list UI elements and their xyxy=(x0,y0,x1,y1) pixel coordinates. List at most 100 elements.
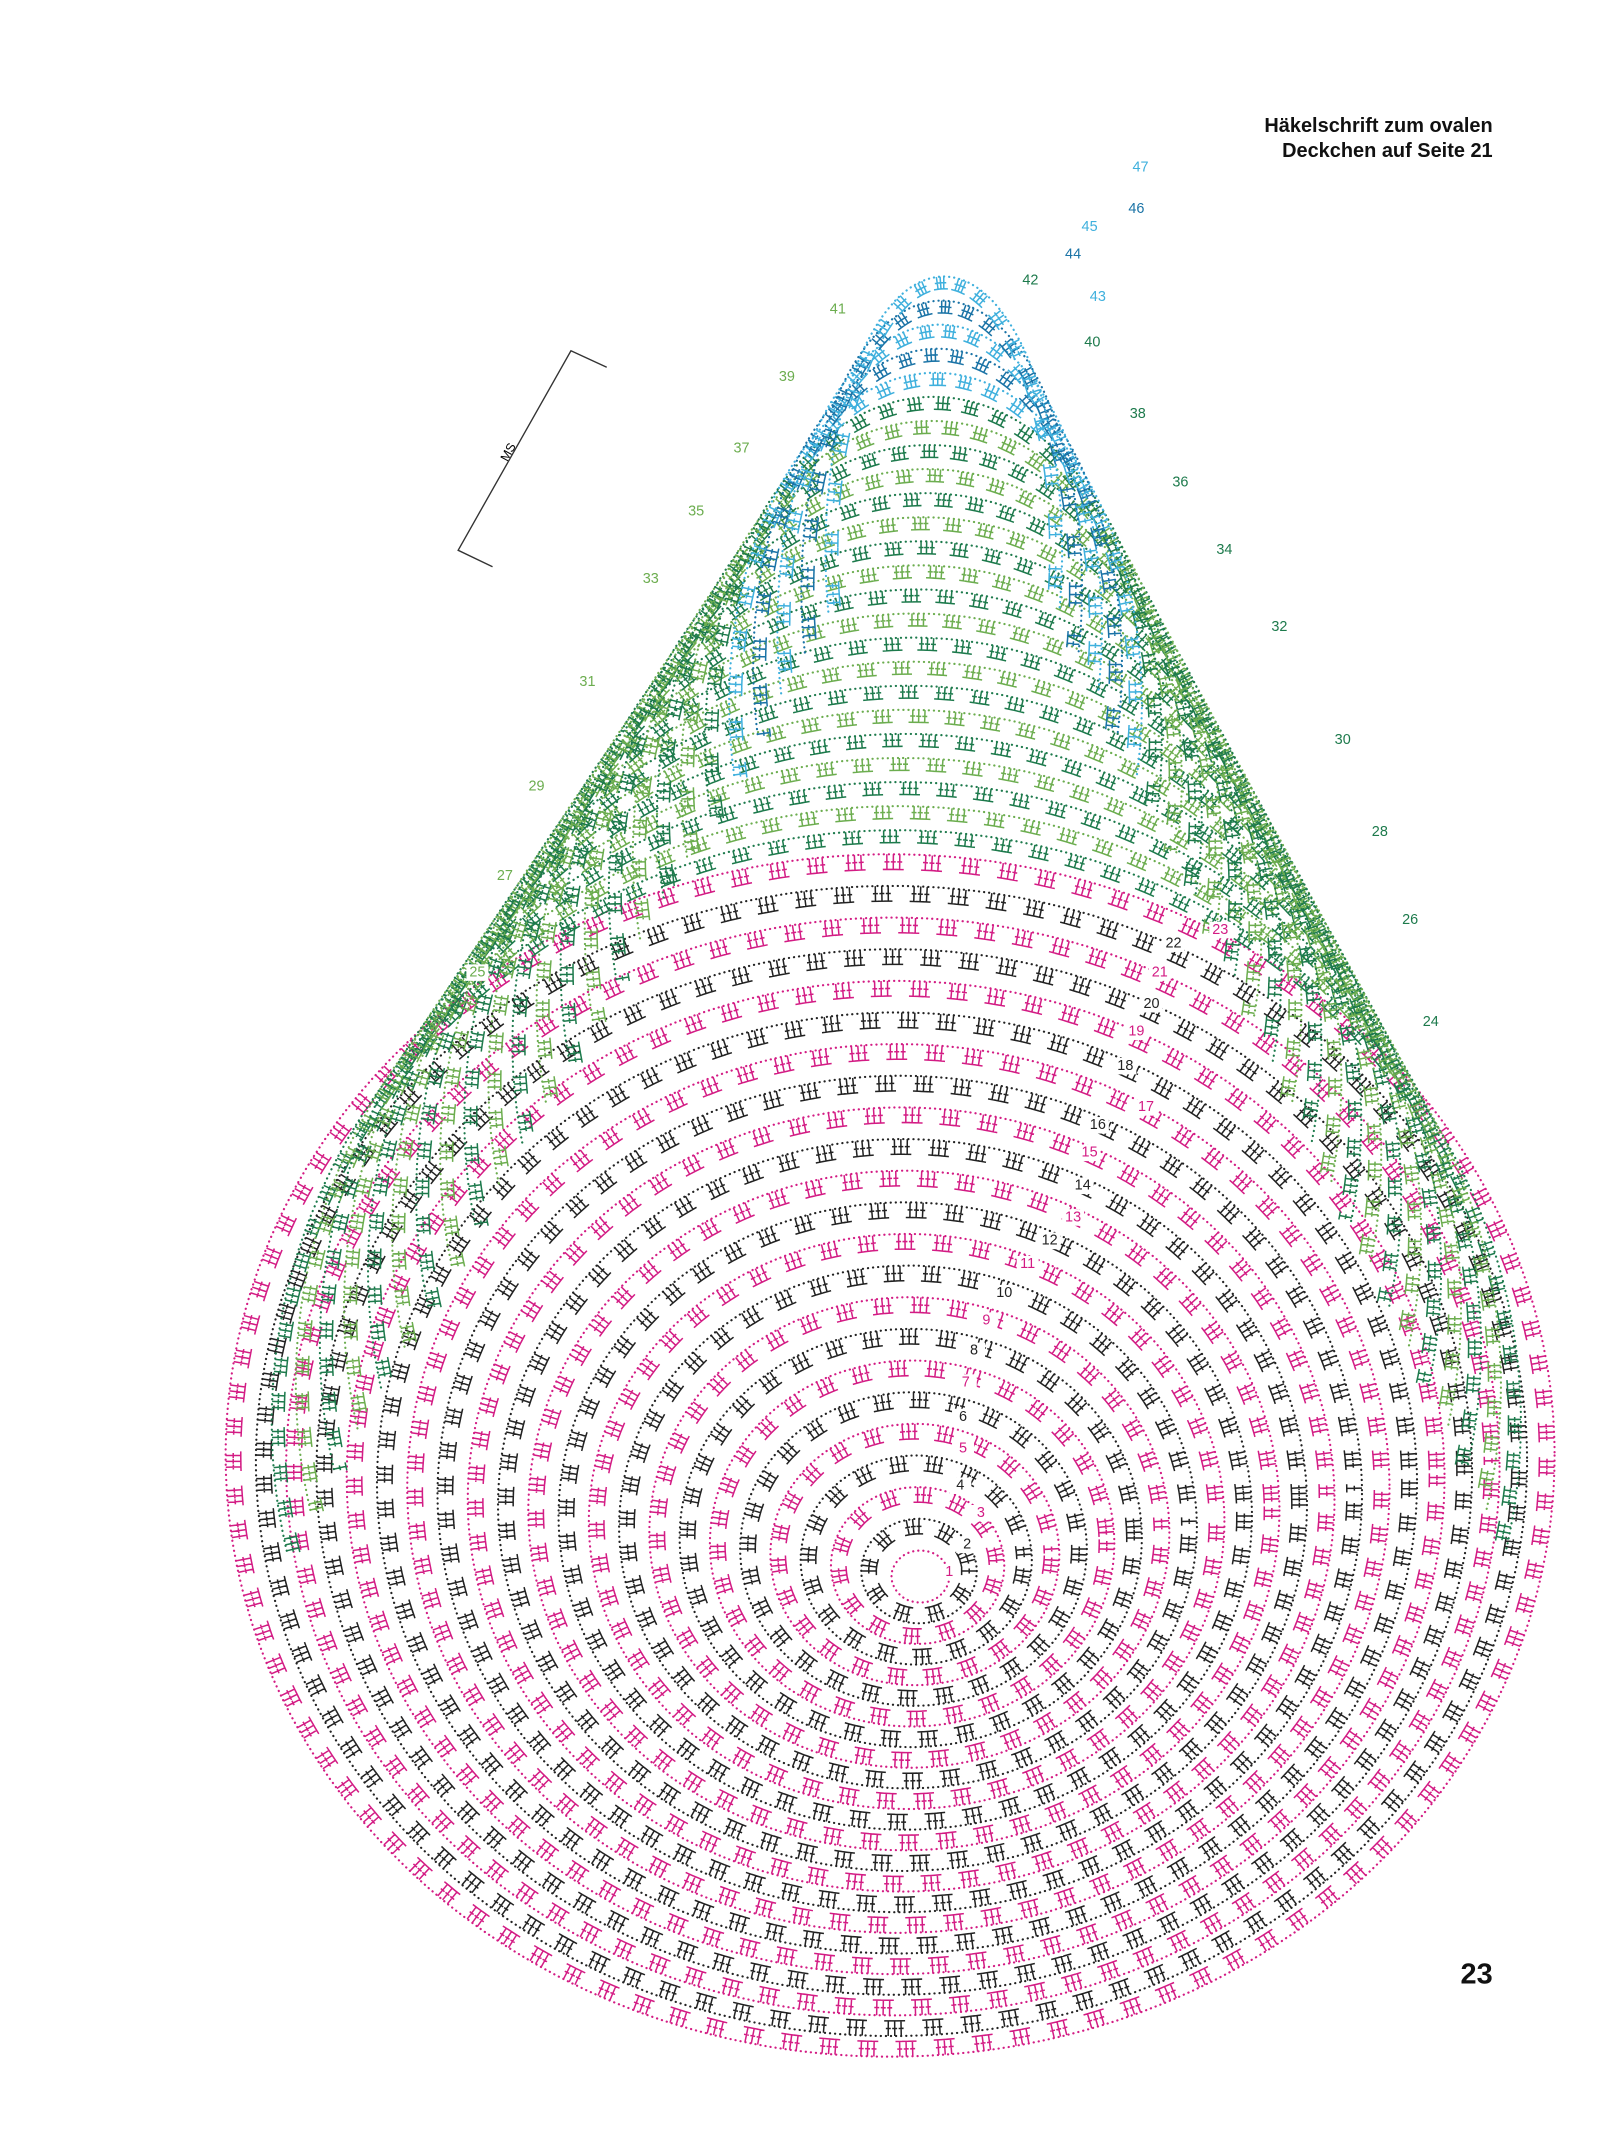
chain-round xyxy=(527,1169,1281,1852)
label-backdrop xyxy=(949,1477,972,1494)
chain-round xyxy=(679,419,1183,858)
label-backdrop xyxy=(1086,1117,1109,1134)
repeat-bracket xyxy=(457,349,608,568)
round-label: 44 xyxy=(1065,246,1081,262)
round-label: 6 xyxy=(959,1409,967,1425)
round-label: 3 xyxy=(977,1505,985,1521)
stitch-marks xyxy=(705,396,1162,819)
label-backdrop xyxy=(963,1342,986,1360)
round-label: 29 xyxy=(529,779,545,795)
round-label: 35 xyxy=(688,504,704,520)
label-backdrop xyxy=(1268,619,1291,636)
chain-round xyxy=(254,884,1529,2038)
label-backdrop xyxy=(1399,912,1422,929)
round-label: 41 xyxy=(830,301,846,317)
label-backdrop xyxy=(826,301,849,318)
chain-round xyxy=(270,829,1522,1552)
round-label: 17 xyxy=(1138,1099,1154,1115)
round-label: 2 xyxy=(963,1537,971,1553)
chain-round xyxy=(703,395,1163,817)
chain-round xyxy=(607,492,1243,981)
round-label: 25 xyxy=(469,964,485,980)
chain-round xyxy=(631,468,1223,940)
round-label: 5 xyxy=(959,1440,967,1456)
chain-round xyxy=(583,516,1263,1022)
round-label: 11 xyxy=(1020,1256,1035,1272)
stitch-marks xyxy=(368,733,1442,1384)
label-backdrop xyxy=(730,440,753,457)
label-backdrop xyxy=(1078,1144,1101,1162)
round-label: 43 xyxy=(1090,289,1106,305)
label-backdrop xyxy=(1419,1013,1442,1031)
label-backdrop xyxy=(1086,288,1109,306)
round-label: 31 xyxy=(579,674,595,690)
stitch-marks xyxy=(649,1297,1170,1768)
repeat-label: MS xyxy=(498,441,519,464)
chain-round xyxy=(375,1011,1419,1955)
label-backdrop xyxy=(1169,474,1192,492)
stitch-marks xyxy=(709,1360,1115,1727)
header-line: Häkelschrift zum ovalen xyxy=(1264,115,1492,137)
chain-round xyxy=(557,1201,1254,1831)
round-label: 24 xyxy=(1423,1014,1439,1030)
round-label: 9 xyxy=(982,1312,990,1328)
stitch-marks xyxy=(392,709,1421,1343)
stitch-marks xyxy=(831,1487,1005,1644)
chain-round xyxy=(776,323,1104,695)
label-backdrop xyxy=(466,964,489,981)
stitch-marks xyxy=(679,1328,1142,1747)
label-backdrop xyxy=(1016,1256,1039,1273)
label-backdrop xyxy=(639,570,662,588)
stitch-marks xyxy=(681,421,1182,853)
stitch-marks xyxy=(467,1107,1335,1892)
label-backdrop xyxy=(993,1284,1016,1302)
label-backdrop xyxy=(1129,159,1152,177)
chain-round xyxy=(436,1074,1364,1914)
round-label: 7 xyxy=(962,1374,970,1390)
stitch-marks xyxy=(619,1265,1197,1789)
round-label: 10 xyxy=(996,1285,1012,1301)
round-label: 13 xyxy=(1065,1209,1081,1225)
chain-round xyxy=(345,979,1446,1976)
round-label: 33 xyxy=(643,571,659,587)
round-label: 34 xyxy=(1216,542,1232,558)
chain-round xyxy=(769,1422,1061,1687)
round-label: 1 xyxy=(945,1564,953,1580)
chain-round xyxy=(655,443,1203,899)
stitch-marks xyxy=(740,1392,1087,1706)
round-label: 20 xyxy=(1143,996,1159,1012)
stitch-marks xyxy=(407,1044,1390,1933)
stitch-marks xyxy=(416,685,1402,1308)
chain-round xyxy=(415,684,1403,1307)
label-backdrop xyxy=(1368,824,1391,841)
round-label: 18 xyxy=(1117,1058,1133,1074)
stitch-marks xyxy=(528,1170,1280,1851)
label-backdrop xyxy=(1078,218,1101,236)
stitch-marks xyxy=(861,1518,977,1623)
label-backdrop xyxy=(1213,542,1236,559)
label-backdrop xyxy=(1134,1099,1157,1116)
stitch-marks xyxy=(558,1202,1252,1830)
label-backdrop xyxy=(1162,935,1185,952)
stitch-marks xyxy=(770,1423,1060,1685)
chain-round xyxy=(890,1549,951,1604)
round-label: 37 xyxy=(734,440,750,456)
chain-round xyxy=(391,708,1423,1348)
round-label: 30 xyxy=(1335,732,1351,748)
chain-round xyxy=(587,1232,1226,1811)
label-backdrop xyxy=(576,674,599,691)
label-backdrop xyxy=(1071,1177,1094,1195)
stitch-marks xyxy=(588,1233,1225,1809)
round-label: 23 xyxy=(1212,922,1228,938)
chain-round xyxy=(466,1106,1336,1893)
chain-round xyxy=(487,612,1343,1185)
round-label: 46 xyxy=(1128,201,1144,217)
label-backdrop xyxy=(1209,921,1232,939)
round-label: 14 xyxy=(1075,1178,1091,1194)
stitch-marks xyxy=(584,517,1262,1022)
label-backdrop xyxy=(1114,1057,1137,1075)
stitch-marks xyxy=(801,300,1083,648)
label-backdrop xyxy=(1125,1023,1148,1041)
round-labels: 1234567891011121314151617181920212223242… xyxy=(466,159,1442,1581)
